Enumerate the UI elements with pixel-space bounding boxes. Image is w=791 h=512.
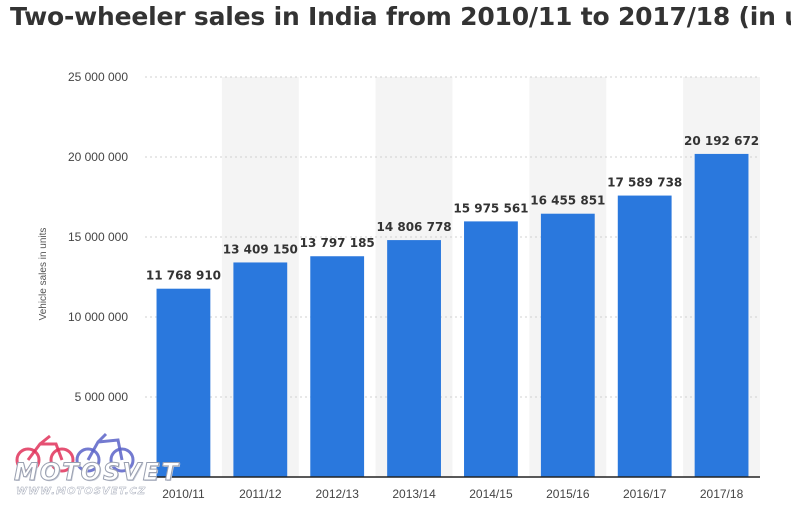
data-label: 16 455 851 xyxy=(530,194,605,208)
bar xyxy=(387,240,441,477)
bar xyxy=(310,256,365,477)
x-tick-label: 2014/15 xyxy=(469,487,513,501)
x-tick-label: 2011/12 xyxy=(239,487,282,501)
y-tick-label: 25 000 000 xyxy=(68,70,128,84)
y-tick-label: 15 000 000 xyxy=(68,230,128,244)
bar xyxy=(540,213,595,477)
bar xyxy=(156,288,211,477)
watermark-url: WWW.MOTOSVET.CZ xyxy=(16,486,147,497)
y-tick-label: 20 000 000 xyxy=(68,150,128,164)
x-tick-label: 2015/16 xyxy=(546,487,590,501)
data-label: 17 589 738 xyxy=(607,176,682,190)
x-tick-label: 2013/14 xyxy=(392,487,436,501)
x-tick-label: 2016/17 xyxy=(623,487,667,501)
data-label: 11 768 910 xyxy=(146,269,221,283)
watermark-logo: MOTOSVET WWW.MOTOSVET.CZ xyxy=(6,430,206,502)
y-axis-label: Vehicle sales in units xyxy=(38,228,49,321)
watermark-name: MOTOSVET xyxy=(14,458,180,487)
y-tick-label: 10 000 000 xyxy=(68,310,128,324)
data-label: 15 975 561 xyxy=(453,201,528,215)
data-label: 13 409 150 xyxy=(223,242,298,256)
chart-title: Two-wheeler sales in India from 2010/11 … xyxy=(10,2,791,31)
data-label: 13 797 185 xyxy=(300,236,375,250)
bar xyxy=(694,153,749,478)
data-label: 20 192 672 xyxy=(684,134,759,148)
x-tick-label: 2012/13 xyxy=(315,487,359,501)
bar xyxy=(233,262,288,477)
bar xyxy=(464,221,518,477)
x-tick-label: 2010/11 xyxy=(162,487,205,501)
data-label: 14 806 778 xyxy=(376,220,451,234)
motorcycle-icon xyxy=(15,432,135,473)
x-tick-label: 2017/18 xyxy=(700,487,744,501)
bar xyxy=(617,195,672,477)
y-tick-label: 5 000 000 xyxy=(75,390,129,404)
